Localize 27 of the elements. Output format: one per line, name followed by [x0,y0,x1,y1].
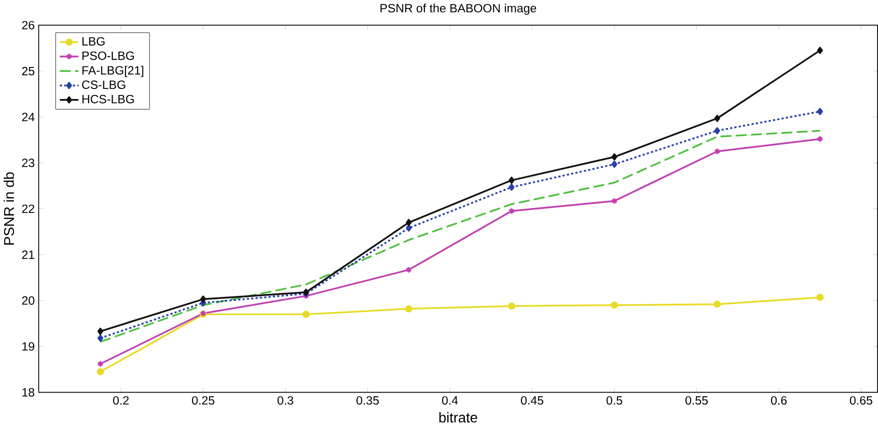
y-tick-label: 19 [22,342,34,351]
y-tick-label: 20 [22,296,34,305]
x-tick-label: 0.25 [192,396,214,405]
legend-label: HCS-LBG [82,94,134,104]
y-tick-label: 22 [22,204,34,213]
chart-title: PSNR of the BABOON image [380,4,536,15]
y-tick-label: 24 [22,112,34,122]
y-tick-label: 25 [22,66,34,76]
x-tick-label: 0.35 [356,396,379,405]
legend-label: PSO-LBG [82,51,134,60]
legend-label: FA-LBG[21] [82,66,144,77]
y-tick-label: 21 [22,250,34,259]
x-tick-label: 0.4 [442,396,458,405]
legend-label: LBG [82,37,105,46]
x-tick-label: 0.3 [278,396,294,405]
x-tick-label: 0.55 [685,396,708,405]
y-axis-title: PSNR in db [4,172,14,245]
x-tick-label: 0.65 [850,396,872,405]
x-tick-label: 0.2 [113,396,129,405]
y-tick-label: 18 [22,388,34,396]
x-tick-label: 0.45 [520,396,544,405]
x-tick-label: 0.6 [771,396,787,405]
legend-label: CS-LBG [82,80,126,89]
x-tick-label: 0.5 [606,396,622,405]
x-axis-title: bitrate [439,412,478,422]
y-tick-label: 26 [22,20,34,30]
y-tick-label: 23 [22,158,34,168]
